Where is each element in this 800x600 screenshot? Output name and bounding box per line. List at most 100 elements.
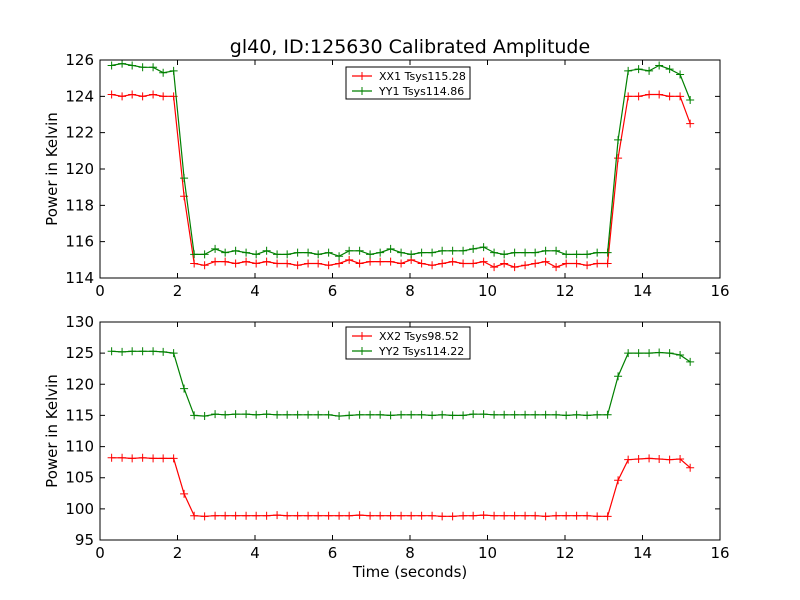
y-tick-label: 100 bbox=[65, 500, 94, 518]
data-point bbox=[583, 411, 592, 420]
data-point bbox=[159, 68, 168, 77]
legend-label: YY1 Tsys114.86 bbox=[378, 85, 464, 98]
data-point bbox=[211, 410, 220, 419]
data-point bbox=[283, 511, 292, 520]
data-point bbox=[273, 511, 282, 520]
data-point bbox=[262, 410, 271, 419]
x-tick-label: 0 bbox=[95, 282, 105, 300]
data-point bbox=[169, 349, 178, 358]
data-point bbox=[686, 463, 695, 472]
data-point bbox=[624, 455, 633, 464]
legend-label: XX1 Tsys115.28 bbox=[379, 70, 466, 83]
data-point bbox=[428, 248, 437, 257]
x-tick-label: 14 bbox=[633, 544, 652, 562]
data-point bbox=[283, 250, 292, 259]
data-point bbox=[428, 511, 437, 520]
data-point bbox=[634, 92, 643, 101]
y-tick-label: 115 bbox=[65, 406, 94, 424]
data-point bbox=[366, 257, 375, 266]
y-axis-label: Power in Kelvin bbox=[43, 374, 61, 488]
data-point bbox=[118, 59, 127, 68]
data-point bbox=[531, 511, 540, 520]
data-point bbox=[128, 61, 137, 70]
data-point bbox=[552, 263, 561, 272]
data-point bbox=[242, 257, 251, 266]
data-point bbox=[531, 259, 540, 268]
data-point bbox=[541, 257, 550, 266]
data-point bbox=[200, 512, 209, 521]
y-tick-label: 120 bbox=[65, 160, 94, 178]
data-point bbox=[190, 250, 199, 259]
data-point bbox=[583, 511, 592, 520]
data-point bbox=[510, 511, 519, 520]
data-point bbox=[634, 65, 643, 74]
y-tick-label: 124 bbox=[65, 87, 94, 105]
data-point bbox=[324, 261, 333, 270]
data-point bbox=[252, 250, 261, 259]
data-point bbox=[231, 511, 240, 520]
y-tick-label: 95 bbox=[75, 531, 94, 549]
data-point bbox=[107, 347, 116, 356]
data-point bbox=[314, 259, 323, 268]
series-markers-1-2 bbox=[107, 59, 695, 261]
data-point bbox=[149, 347, 158, 356]
data-point bbox=[479, 257, 488, 266]
data-point bbox=[386, 411, 395, 420]
x-tick-label: 12 bbox=[555, 544, 574, 562]
data-point bbox=[304, 248, 313, 257]
data-point bbox=[293, 410, 302, 419]
data-point bbox=[541, 410, 550, 419]
y-tick-label: 114 bbox=[65, 269, 94, 287]
data-point bbox=[407, 511, 416, 520]
x-tick-label: 4 bbox=[250, 282, 260, 300]
data-point bbox=[149, 63, 158, 72]
data-point bbox=[469, 259, 478, 268]
data-point bbox=[366, 410, 375, 419]
data-point bbox=[386, 244, 395, 253]
legend: XX2 Tsys98.52 YY2 Tsys114.22 bbox=[345, 326, 471, 360]
data-point bbox=[645, 349, 654, 358]
legend-marker bbox=[358, 72, 366, 80]
data-point bbox=[211, 511, 220, 520]
data-point bbox=[428, 411, 437, 420]
legend: XX1 Tsys115.28 YY1 Tsys114.86 bbox=[345, 66, 471, 100]
data-point bbox=[345, 411, 354, 420]
data-point bbox=[190, 411, 199, 420]
data-point bbox=[676, 70, 685, 79]
data-point bbox=[211, 257, 220, 266]
data-point bbox=[614, 135, 623, 144]
data-point bbox=[417, 410, 426, 419]
data-point bbox=[159, 347, 168, 356]
data-point bbox=[438, 410, 447, 419]
x-axis-label: Time (seconds) bbox=[352, 563, 468, 581]
data-point bbox=[552, 511, 561, 520]
x-tick-label: 16 bbox=[710, 544, 729, 562]
data-point bbox=[221, 257, 230, 266]
data-point bbox=[417, 259, 426, 268]
data-point bbox=[169, 454, 178, 463]
data-point bbox=[376, 257, 385, 266]
data-point bbox=[479, 511, 488, 520]
data-point bbox=[107, 90, 116, 99]
x-tick-label: 10 bbox=[478, 282, 497, 300]
series-markers-2-2 bbox=[107, 347, 695, 421]
data-point bbox=[562, 511, 571, 520]
data-point bbox=[231, 259, 240, 268]
data-point bbox=[386, 257, 395, 266]
data-point bbox=[510, 248, 519, 257]
data-point bbox=[469, 410, 478, 419]
legend-marker bbox=[358, 347, 366, 355]
legend-label: YY2 Tsys114.22 bbox=[378, 345, 464, 358]
data-point bbox=[118, 92, 127, 101]
data-point bbox=[345, 246, 354, 255]
data-point bbox=[448, 246, 457, 255]
data-point bbox=[231, 246, 240, 255]
data-point bbox=[438, 246, 447, 255]
data-point bbox=[407, 410, 416, 419]
data-point bbox=[490, 511, 499, 520]
data-point bbox=[159, 454, 168, 463]
data-point bbox=[200, 412, 209, 421]
data-point bbox=[180, 489, 189, 498]
series-markers-1-1 bbox=[107, 90, 695, 272]
